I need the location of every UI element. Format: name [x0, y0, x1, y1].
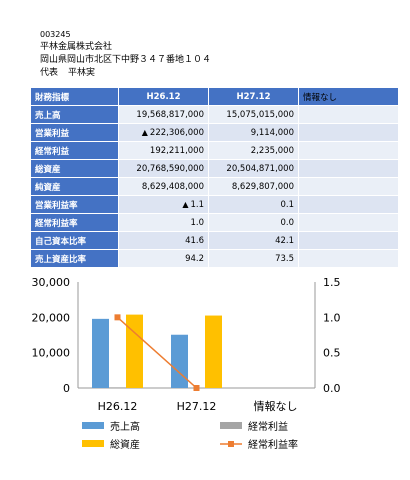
legend-swatch-2	[82, 440, 104, 447]
row-label: 経常利益率	[30, 213, 119, 232]
legend-swatch-1	[220, 422, 242, 429]
rep-name: 平林実	[68, 68, 96, 78]
cell-period-1: 94.2	[118, 249, 209, 268]
row-label: 営業利益率	[30, 195, 119, 214]
cell-period-1: 20,768,590,000	[118, 159, 209, 178]
cell-value: 222,306,000	[149, 127, 204, 138]
line-point-0	[114, 314, 121, 321]
table-row: 売上資産比率 94.2 73.5	[30, 249, 399, 268]
legend-label: 総資産	[110, 438, 140, 451]
y-tick-label-right: 0.5	[323, 347, 341, 360]
y-tick-label-left: 30,000	[32, 276, 71, 289]
legend-label: 経常利益率	[248, 438, 298, 451]
cell-period-1: 41.6	[118, 231, 209, 250]
header-period-1: H26.12	[118, 87, 209, 106]
row-label: 経常利益	[30, 141, 119, 160]
row-label: 売上高	[30, 105, 119, 124]
cell-value: 20,768,590,000	[136, 163, 204, 174]
cell-no-info	[298, 123, 399, 142]
cell-no-info	[298, 231, 399, 250]
negative-triangle-icon: ▲	[182, 199, 189, 209]
cell-period-2: 8,629,807,000	[208, 177, 299, 196]
company-name: 平林金属株式会社	[40, 42, 113, 52]
x-tick-label: H27.12	[177, 400, 217, 413]
row-label: 総資産	[30, 159, 119, 178]
line-series	[116, 316, 198, 389]
cell-no-info	[298, 159, 399, 178]
header-period-2: H27.12	[208, 87, 299, 106]
negative-triangle-icon: ▲	[141, 127, 148, 137]
row-label: 売上資産比率	[30, 249, 119, 268]
cell-period-1: 1.0	[118, 213, 209, 232]
cell-no-info	[298, 249, 399, 268]
cell-period-2: 42.1	[208, 231, 299, 250]
bar-2-0	[126, 314, 143, 388]
cell-value: 19,568,817,000	[136, 109, 204, 120]
cell-no-info	[298, 213, 399, 232]
rep-label: 代表	[40, 68, 59, 78]
x-tick-label: 情報なし	[254, 400, 298, 413]
cell-period-1: 8,629,408,000	[118, 177, 209, 196]
legend-marker-3	[228, 441, 234, 447]
cell-period-2: 20,504,871,000	[208, 159, 299, 178]
cell-period-1: 192,211,000	[118, 141, 209, 160]
cell-period-2: 15,075,015,000	[208, 105, 299, 124]
company-info: 003245 平林金属株式会社 岡山県岡山市北区下中野３４７番地１０４ 代表 平林…	[40, 28, 211, 80]
legend-swatch-0	[82, 422, 104, 429]
cell-no-info	[298, 195, 399, 214]
cell-period-1: ▲ 222,306,000	[118, 123, 209, 142]
cell-value: 1.0	[190, 217, 204, 228]
cell-value: 94.2	[185, 253, 204, 264]
y-tick-label-right: 1.0	[323, 311, 341, 324]
y-tick-label-right: 0.0	[323, 382, 341, 395]
table-body: 売上高 19,568,817,000 15,075,015,000 営業利益 ▲ 222,…	[30, 105, 399, 268]
representative: 代表 平林実	[40, 67, 211, 80]
cell-period-2: 2,235,000	[208, 141, 299, 160]
cell-period-2: 9,114,000	[208, 123, 299, 142]
financial-table: 財務指標 H26.12 H27.12 情報なし 売上高 19,568,817,00…	[30, 87, 399, 268]
company-code: 003245	[40, 30, 71, 39]
cell-value: 8,629,408,000	[141, 181, 204, 192]
bar-0-0	[92, 318, 109, 388]
bar-2-1	[205, 315, 222, 388]
row-label: 営業利益	[30, 123, 119, 142]
financial-chart: 0 10,000 20,000 30,000 0.0 0.5 1.0 1.5 H26.12 H27…	[32, 276, 341, 451]
table-row: 総資産 20,768,590,000 20,504,871,000	[30, 159, 399, 178]
cell-period-1: 19,568,817,000	[118, 105, 209, 124]
table-row: 営業利益 ▲ 222,306,000 9,114,000	[30, 123, 399, 142]
bar-1-0	[109, 387, 126, 388]
x-tick-label: H26.12	[98, 400, 138, 413]
cell-period-2: 0.1	[208, 195, 299, 214]
y-tick-label-right: 1.5	[323, 276, 341, 289]
cell-no-info	[298, 105, 399, 124]
table-row: 営業利益率 ▲ 1.1 0.1	[30, 195, 399, 214]
table-row: 純資産 8,629,408,000 8,629,807,000	[30, 177, 399, 196]
legend-label: 売上高	[110, 420, 140, 433]
cell-no-info	[298, 177, 399, 196]
table-row: 経常利益 192,211,000 2,235,000	[30, 141, 399, 160]
y-tick-label-left: 20,000	[32, 311, 71, 324]
cell-period-1: ▲ 1.1	[118, 195, 209, 214]
header-indicator: 財務指標	[30, 87, 119, 106]
company-address: 岡山県岡山市北区下中野３４７番地１０４	[40, 55, 212, 65]
row-label: 自己資本比率	[30, 231, 119, 250]
cell-value: 192,211,000	[149, 145, 204, 156]
legend-label: 経常利益	[248, 420, 288, 433]
table-row: 自己資本比率 41.6 42.1	[30, 231, 399, 250]
line-point-1	[193, 385, 200, 391]
table-row: 経常利益率 1.0 0.0	[30, 213, 399, 232]
cell-period-2: 0.0	[208, 213, 299, 232]
cell-no-info	[298, 141, 399, 160]
y-tick-label-left: 10,000	[32, 347, 71, 360]
cell-value: 41.6	[185, 235, 204, 246]
row-label: 純資産	[30, 177, 119, 196]
header-no-info: 情報なし	[298, 87, 399, 106]
cell-period-2: 73.5	[208, 249, 299, 268]
table-header-row: 財務指標 H26.12 H27.12 情報なし	[30, 87, 399, 106]
bar-0-1	[171, 334, 188, 388]
table-row: 売上高 19,568,817,000 15,075,015,000	[30, 105, 399, 124]
y-tick-label-left: 0	[63, 382, 70, 395]
cell-value: 1.1	[190, 199, 204, 210]
